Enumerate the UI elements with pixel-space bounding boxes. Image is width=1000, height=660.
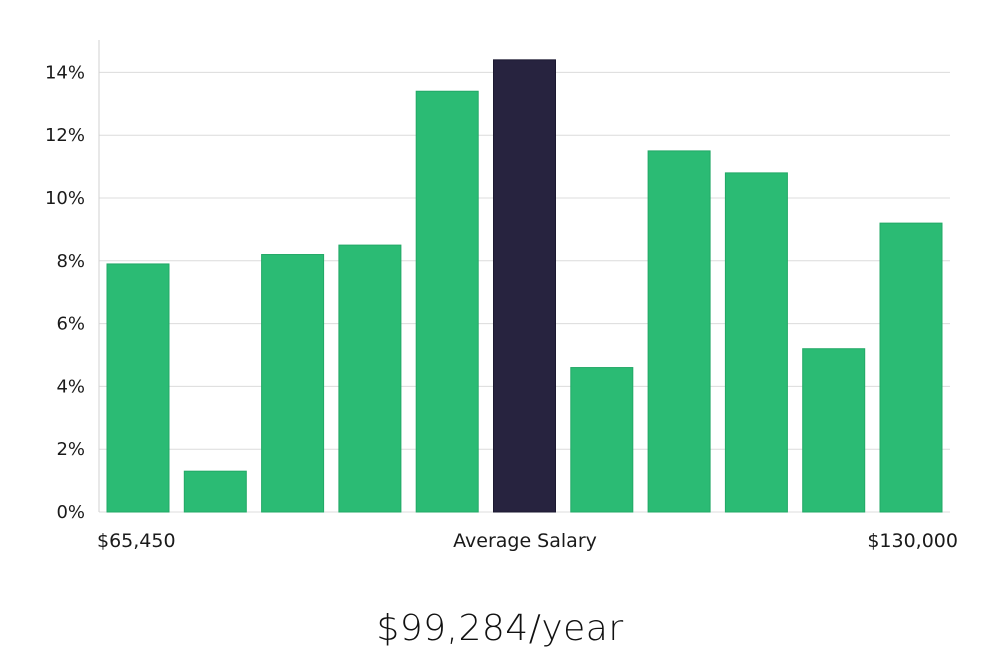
bar	[724, 172, 788, 513]
bar	[802, 348, 866, 513]
average-salary-value: $99,284/year	[376, 608, 624, 649]
y-tick-label: 12%	[45, 125, 85, 146]
x-label-max: $130,000	[867, 530, 958, 552]
y-tick-label: 2%	[56, 439, 85, 460]
bar	[647, 150, 711, 513]
bar	[879, 222, 943, 513]
bar	[106, 263, 170, 513]
y-tick-label: 4%	[56, 376, 85, 397]
y-tick-label: 0%	[56, 502, 85, 523]
bar-highlight-average	[493, 59, 556, 513]
bars	[106, 59, 943, 513]
y-tick-label: 8%	[56, 251, 85, 272]
y-tick-labels: 0% 2% 4% 6% 8% 10% 12% 14%	[45, 62, 85, 523]
bar	[570, 367, 634, 513]
y-tick-label: 6%	[56, 314, 85, 335]
bar	[338, 244, 402, 513]
bar	[183, 470, 247, 513]
bar	[415, 90, 479, 513]
bar	[261, 254, 325, 513]
y-tick-label: 14%	[45, 62, 85, 83]
x-label-center: Average Salary	[453, 530, 597, 552]
x-label-min: $65,450	[97, 530, 176, 552]
y-tick-label: 10%	[45, 188, 85, 209]
